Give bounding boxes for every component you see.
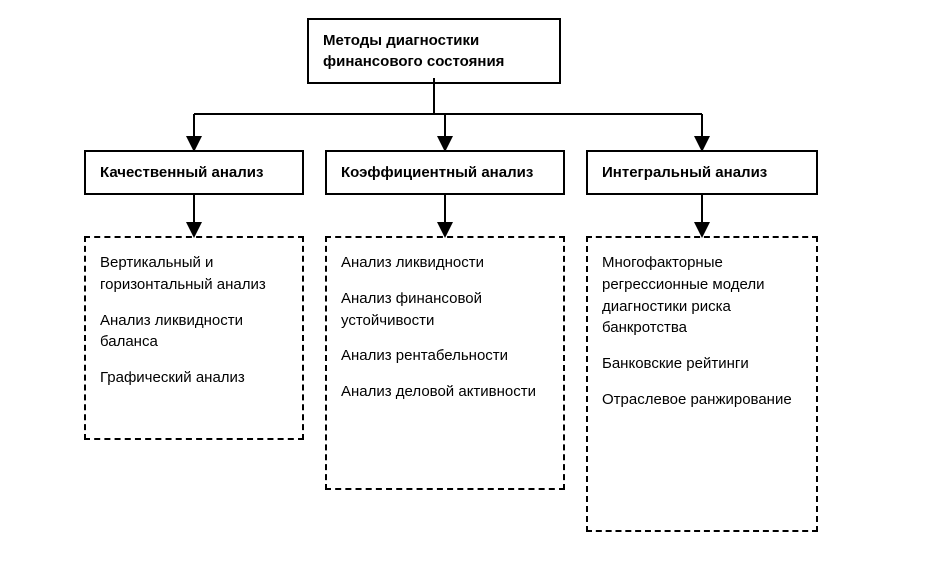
branch-box-0: Качественный анализ xyxy=(84,150,304,195)
detail-item: Анализ финансовой устойчивости xyxy=(341,288,549,332)
root-title-line1: Методы диагностики xyxy=(323,32,479,49)
branch-title-2: Интегральный анализ xyxy=(602,164,767,181)
detail-item: Анализ ликвидности баланса xyxy=(100,310,288,354)
branch-box-2: Интегральный анализ xyxy=(586,150,818,195)
detail-item: Вертикальный и горизонтальный анализ xyxy=(100,252,288,296)
root-title-line2: финансового состояния xyxy=(323,53,504,70)
root-box: Методы диагностики финансового состояния xyxy=(307,18,561,84)
branch-box-1: Коэффициентный анализ xyxy=(325,150,565,195)
detail-item: Анализ ликвидности xyxy=(341,252,549,274)
detail-item: Отраслевое ранжирование xyxy=(602,389,802,411)
detail-item: Графический анализ xyxy=(100,367,288,389)
detail-item: Банковские рейтинги xyxy=(602,353,802,375)
branch-title-1: Коэффициентный анализ xyxy=(341,164,533,181)
detail-item: Анализ рентабельности xyxy=(341,345,549,367)
detail-item: Анализ деловой активности xyxy=(341,381,549,403)
detail-box-0: Вертикальный и горизонтальный анализ Ана… xyxy=(84,236,304,440)
detail-box-1: Анализ ликвидности Анализ финансовой уст… xyxy=(325,236,565,490)
detail-item: Многофакторные регрессионные модели диаг… xyxy=(602,252,802,339)
branch-title-0: Качественный анализ xyxy=(100,164,263,181)
detail-box-2: Многофакторные регрессионные модели диаг… xyxy=(586,236,818,532)
